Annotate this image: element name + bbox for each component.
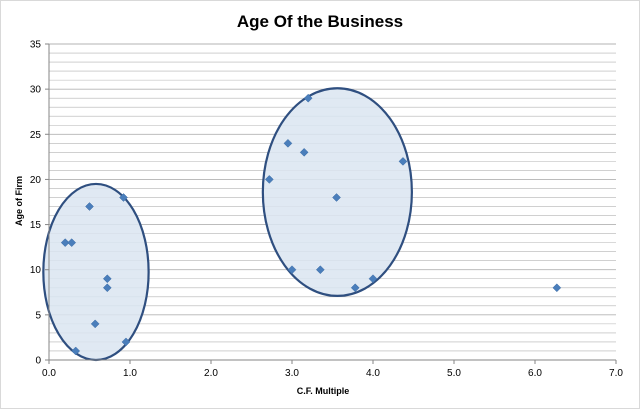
y-tick-label: 0 <box>35 356 41 367</box>
x-tick-label: 1.0 <box>123 368 137 379</box>
x-tick-label: 3.0 <box>285 368 299 379</box>
y-tick-label: 20 <box>30 175 42 186</box>
data-point <box>71 346 81 356</box>
axes <box>45 43 617 364</box>
y-axis-title: Age of Firm <box>14 176 24 226</box>
tick-labels: 0.0 1.0 2.0 3.0 4.0 5.0 6.0 7.0 0 5 10 15 20 25 30 35 <box>30 40 624 380</box>
data-point <box>368 274 378 284</box>
y-tick-label: 30 <box>30 85 42 96</box>
x-axis-title: C.F. Multiple <box>297 386 350 396</box>
data-points <box>60 93 562 356</box>
data-point <box>60 238 70 247</box>
highlight-ellipses <box>42 87 413 362</box>
data-point <box>283 138 293 148</box>
y-tick-label: 10 <box>30 265 42 276</box>
data-point <box>299 147 309 157</box>
y-tick-label: 35 <box>30 40 42 51</box>
x-tick-label: 4.0 <box>366 368 380 379</box>
data-point <box>315 265 325 275</box>
data-point <box>398 157 408 166</box>
x-tick-label: 0.0 <box>42 368 56 379</box>
y-tick-label: 15 <box>30 220 42 231</box>
data-point <box>90 319 100 329</box>
data-point <box>350 283 360 293</box>
x-tick-label: 6.0 <box>528 368 542 379</box>
cluster-ellipse <box>261 87 413 297</box>
data-point <box>121 337 131 347</box>
data-point <box>303 93 313 103</box>
x-tick-label: 5.0 <box>447 368 461 379</box>
x-tick-label: 2.0 <box>204 368 218 379</box>
data-point <box>287 265 297 275</box>
cluster-ellipse <box>42 182 150 362</box>
data-point <box>102 283 112 293</box>
data-point <box>119 193 128 202</box>
data-point <box>85 202 94 211</box>
x-tick-label: 7.0 <box>609 368 623 379</box>
chart-title: Age Of the Business <box>237 12 403 31</box>
data-point <box>102 274 112 284</box>
data-point <box>264 175 274 184</box>
y-tick-label: 5 <box>35 310 41 321</box>
data-point <box>332 193 341 202</box>
y-tick-label: 25 <box>30 130 42 141</box>
data-point <box>67 238 77 247</box>
data-point <box>552 283 562 293</box>
